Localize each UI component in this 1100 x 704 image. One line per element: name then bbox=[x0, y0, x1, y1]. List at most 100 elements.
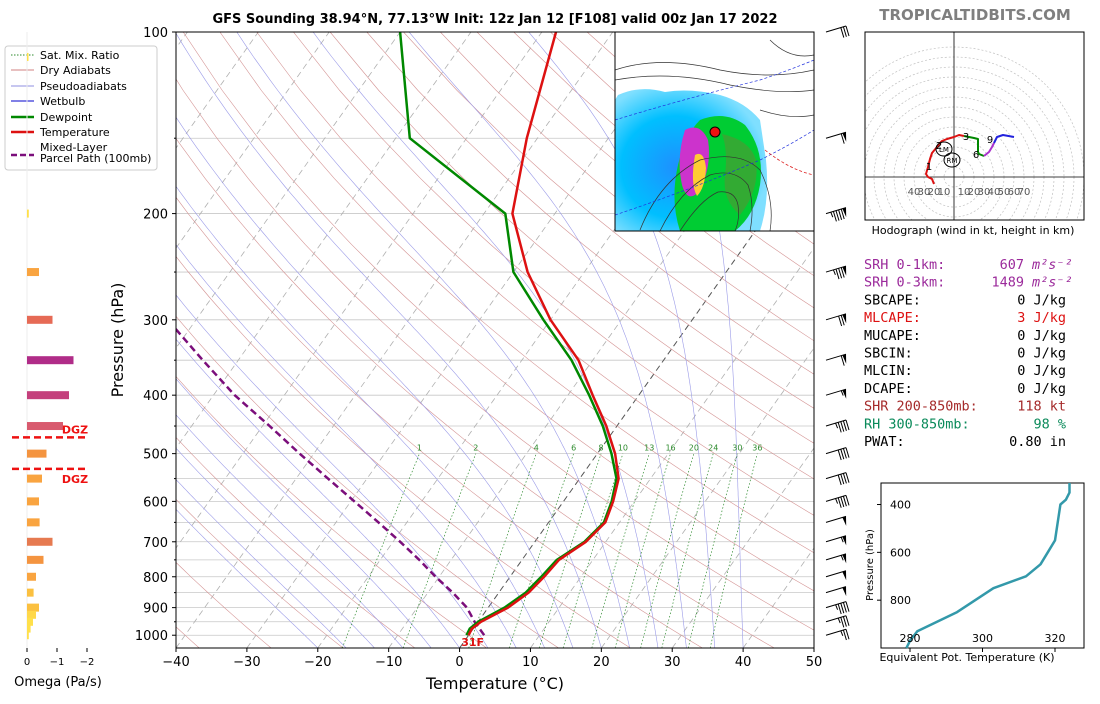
omega-bar bbox=[27, 604, 39, 612]
stat-value: 0 J/kg bbox=[1017, 363, 1066, 379]
dewpoint-line bbox=[400, 32, 616, 635]
barb-full bbox=[839, 268, 842, 278]
barb-full bbox=[841, 28, 844, 38]
theta-e-xlabel: Equivalent Pot. Temperature (K) bbox=[879, 651, 1054, 664]
barb-half bbox=[833, 270, 835, 275]
barb-half bbox=[836, 499, 838, 504]
mixing-ratio-label: 24 bbox=[708, 444, 718, 453]
barb-half bbox=[831, 212, 833, 217]
stat-label: SHR 200-850mb: bbox=[864, 399, 978, 415]
hodograph-height-label: 1 bbox=[926, 162, 932, 173]
omega-x-tick-label: −2 bbox=[80, 657, 95, 668]
wind-barb bbox=[826, 420, 849, 432]
mixing-ratio-line bbox=[469, 454, 537, 648]
hodograph-marker-label: RM bbox=[947, 157, 958, 165]
x-tick-label: −40 bbox=[162, 655, 189, 670]
wind-barb bbox=[826, 616, 849, 628]
wind-barb bbox=[826, 516, 846, 526]
hodograph-marker-label: LM bbox=[939, 146, 949, 154]
hodograph-tick-label: 10 bbox=[938, 187, 951, 198]
y-tick-label: 400 bbox=[143, 389, 168, 404]
omega-bar bbox=[27, 497, 39, 505]
stat-unit: m²s⁻² bbox=[1031, 275, 1073, 291]
brand-watermark: TROPICALTIDBITS.COM bbox=[879, 6, 1071, 24]
barb-half bbox=[836, 423, 838, 428]
mixing-ratio-line bbox=[641, 454, 694, 648]
mixing-ratio-label: 16 bbox=[665, 444, 675, 453]
stat-label: MUCAPE: bbox=[864, 328, 921, 344]
barb-full bbox=[838, 450, 841, 460]
omega-bar bbox=[27, 316, 53, 324]
wind-barb bbox=[826, 571, 846, 581]
barb-full bbox=[846, 473, 849, 483]
barb-full bbox=[838, 422, 841, 432]
barb-flag bbox=[842, 516, 846, 526]
omega-bar bbox=[27, 611, 36, 619]
omega-bar bbox=[27, 538, 53, 546]
barb-staff bbox=[826, 354, 846, 360]
barb-staff bbox=[826, 448, 846, 454]
omega-bar bbox=[27, 475, 42, 483]
barb-staff bbox=[826, 26, 846, 32]
legend-label: Dry Adiabats bbox=[40, 64, 111, 77]
barb-full bbox=[843, 27, 846, 37]
stat-value: 1489 bbox=[991, 275, 1024, 291]
skewt-profiles: 31F bbox=[148, 32, 618, 649]
barb-full bbox=[843, 448, 846, 458]
hodograph-trace bbox=[994, 135, 1014, 143]
legend-label: Temperature bbox=[39, 126, 110, 139]
synoptic-map-inset bbox=[615, 32, 814, 231]
barb-full bbox=[841, 603, 844, 613]
barb-full bbox=[838, 604, 841, 614]
barb-full bbox=[846, 616, 849, 626]
y-tick-label: 1000 bbox=[135, 629, 168, 644]
x-tick-label: 30 bbox=[664, 655, 681, 670]
y-tick-label: 100 bbox=[143, 26, 168, 41]
y-tick-label: 600 bbox=[143, 495, 168, 510]
stat-value: 3 J/kg bbox=[1017, 310, 1066, 326]
barb-half bbox=[841, 631, 843, 636]
hodograph-height-label: 3 bbox=[963, 132, 969, 143]
isotherm-line bbox=[105, 32, 542, 648]
mixing-ratio-line bbox=[662, 454, 713, 648]
mixing-ratio-label: 30 bbox=[732, 444, 742, 453]
hodograph-height-label: 6 bbox=[973, 150, 979, 161]
legend-label: Pseudoadiabats bbox=[40, 80, 127, 93]
mixing-ratio-line bbox=[710, 454, 757, 648]
hodograph-tick-label: 70 bbox=[1018, 187, 1031, 198]
mixing-ratio-line bbox=[615, 454, 670, 648]
stat-value: 0.80 in bbox=[1009, 434, 1066, 450]
stat-label: SBCIN: bbox=[864, 346, 913, 362]
barb-full bbox=[841, 474, 844, 484]
theta-e-y-tick-label: 600 bbox=[890, 546, 911, 559]
x-tick-label: 10 bbox=[522, 655, 539, 670]
omega-bar bbox=[27, 518, 40, 526]
stat-unit: m²s⁻² bbox=[1031, 257, 1073, 273]
barb-full bbox=[836, 269, 839, 279]
x-tick-label: 0 bbox=[455, 655, 463, 670]
legend-label: Sat. Mix. Ratio bbox=[40, 49, 120, 62]
wind-barb bbox=[826, 132, 846, 143]
hodograph-caption: Hodograph (wind in kt, height in km) bbox=[872, 224, 1075, 237]
barb-full bbox=[843, 602, 846, 612]
wind-barb bbox=[826, 26, 849, 38]
theta-e-y-tick-label: 400 bbox=[890, 499, 911, 512]
wind-barb bbox=[826, 587, 846, 597]
barb-staff bbox=[826, 616, 846, 622]
pseudoadiabat-line bbox=[237, 32, 630, 648]
y-tick-label: 300 bbox=[143, 314, 168, 329]
stat-label: MLCAPE: bbox=[864, 310, 921, 326]
stat-label: SRH 0-3km: bbox=[864, 275, 945, 291]
omega-bar bbox=[27, 556, 44, 564]
barb-full bbox=[843, 421, 846, 431]
mixing-ratio-label: 2 bbox=[473, 444, 478, 453]
omega-x-tick-label: 0 bbox=[24, 657, 30, 668]
theta-e-ylabel: Pressure (hPa) bbox=[865, 529, 876, 601]
y-tick-label: 500 bbox=[143, 448, 168, 463]
omega-bar bbox=[27, 450, 47, 458]
x-tick-label: 40 bbox=[735, 655, 752, 670]
barb-full bbox=[838, 475, 841, 485]
stat-label: SRH 0-1km: bbox=[864, 257, 945, 273]
